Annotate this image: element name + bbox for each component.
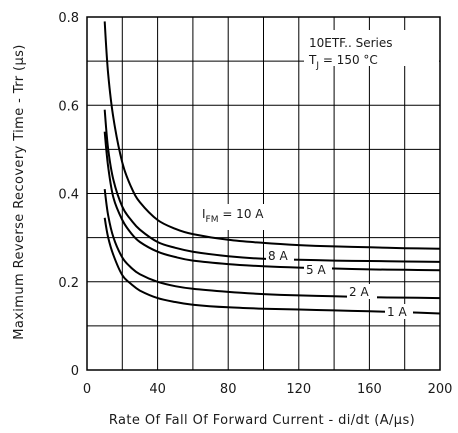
x-tick-label: 40	[149, 382, 166, 397]
tj-subscript: J	[315, 61, 319, 71]
series-name-label: 10ETF.. Series	[309, 36, 393, 50]
series-label-5a: 5 A	[306, 263, 326, 277]
grid	[87, 17, 440, 370]
series-line-5a	[103, 131, 441, 272]
info-box: 10ETF.. Series TJ = 150 °C	[304, 30, 439, 71]
tj-value: = 150 °C	[319, 53, 378, 67]
x-tick-label: 160	[357, 382, 382, 397]
x-tick-label: 120	[286, 382, 311, 397]
x-tick-label: 80	[220, 382, 237, 397]
series-label-bg-2a	[347, 284, 377, 299]
x-tick-label: 200	[428, 382, 453, 397]
info-box-background	[304, 30, 439, 66]
y-tick-label: 0.8	[58, 11, 79, 26]
series-label-bg-1a	[385, 304, 413, 319]
series-label-2a: 2 A	[349, 285, 369, 299]
series-line-8a	[103, 109, 441, 263]
plot-frame	[86, 16, 441, 371]
series-label-bg-10a	[197, 204, 277, 230]
curves	[103, 21, 441, 315]
series-label-10a: IFM = 10 A	[202, 207, 264, 225]
y-tick-label: 0	[71, 364, 79, 379]
series-line-10a	[103, 21, 441, 250]
series-label-1a: 1 A	[387, 305, 407, 319]
ifm-value: = 10 A	[219, 207, 265, 221]
series-line-1a	[103, 217, 441, 315]
y-tick-label: 0.6	[58, 99, 79, 114]
series-label-8a: 8 A	[268, 249, 288, 263]
series-label-bg-8a	[266, 248, 294, 263]
y-tick-label: 0.4	[58, 188, 79, 203]
junction-temperature-label: TJ = 150 °C	[308, 53, 378, 71]
x-tick-label: 0	[83, 382, 91, 397]
ifm-prefix: I	[202, 207, 206, 221]
ifm-subscript: FM	[206, 215, 219, 225]
series-label-bg-5a	[304, 262, 332, 277]
x-axis-title: Rate Of Fall Of Forward Current - di/dt …	[109, 413, 415, 428]
tick-labels: 0 40 80 120 160 200 0 0.2 0.4 0.6 0.8	[58, 11, 452, 397]
series-labels: IFM = 10 A 8 A 5 A 2 A 1 A	[197, 204, 413, 319]
y-axis-title: Maximum Reverse Recovery Time - Trr (µs)	[12, 44, 27, 340]
y-tick-label: 0.2	[58, 276, 79, 291]
tj-prefix: T	[308, 53, 317, 67]
